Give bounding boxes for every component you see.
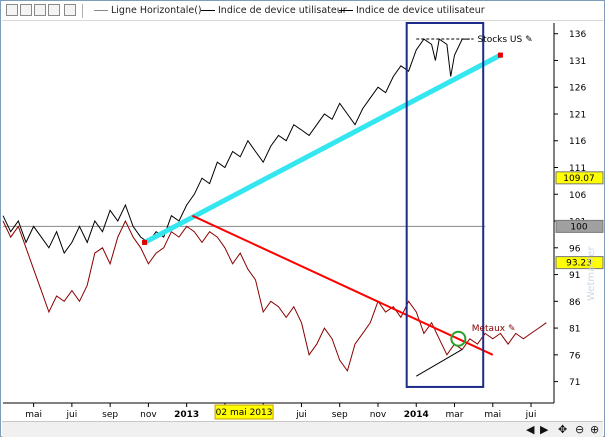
y-tick-label: 136 [569,30,586,40]
y-tick-label: 71 [569,378,580,388]
highlight-box [405,22,485,388]
price-tag-label: 109.07 [563,174,595,184]
date-cursor-box [214,404,274,420]
series-line-stocks-us [2,38,470,255]
y-tick-label: 121 [569,110,586,120]
cyan-trendline [143,52,502,245]
y-tick-label: 81 [569,325,580,335]
zoom-plus-icon[interactable]: ⊕ [590,423,600,436]
date-cursor-label: 02 mai 2013 [216,408,273,418]
toolbar-separator [82,4,83,18]
price-tag-label: 93.23 [566,259,592,269]
price-tag [555,171,604,185]
x-tick-label: jui [295,410,307,420]
x-tick-label: nov [370,410,387,420]
x-tick-label: mai [484,410,501,420]
x-tick-label: 2014 [404,410,429,420]
y-tick-label: 86 [569,298,581,308]
zoom-minus-icon[interactable]: ⊖ [575,423,585,436]
zoom-icon[interactable] [34,4,46,16]
y-tick-label: 96 [569,244,581,254]
legend-item-horizontal-line: Ligne Horizontale() [94,5,202,16]
y-tick-label: 91 [569,271,580,281]
x-tick-label: mar [446,410,464,420]
legend-item-device-index-1: Indice de device utilisateur [201,5,347,16]
y-tick-label: 131 [569,57,586,67]
scroll-right-icon[interactable]: ▶ [540,423,549,436]
toolbar: Ligne Horizontale() Indice de device uti… [2,2,603,21]
red-trendline [191,214,494,356]
circle-marker [450,330,467,347]
x-tick-label: nov [140,410,157,420]
line-tool-icon[interactable] [20,4,32,16]
crosshair-icon[interactable]: ✥ [558,423,568,436]
fibonacci-icon[interactable] [48,4,60,16]
x-tick-label: jui [66,410,78,420]
trendline-endpoint-marker [142,239,148,245]
rectangle-icon[interactable] [64,4,76,16]
price-tag [555,219,604,233]
y-tick-label: 76 [569,351,581,361]
price-tag [555,256,604,270]
annotation-metaux: Metaux ✎ [472,324,516,334]
y-tick-label: 116 [569,137,586,147]
y-tick-label: 111 [569,164,586,174]
x-tick-label: jui [525,410,537,420]
x-tick-label: sep [102,410,118,420]
scroll-left-icon[interactable]: ◀ [526,423,535,436]
y-tick-label: 106 [569,191,586,201]
trendline-endpoint-marker [497,52,503,58]
status-bar: ◀ ▶ ✥ ⊖ ⊕ [2,421,603,437]
watermark: Wetmaster [586,246,597,301]
x-tick-label: mai [25,410,42,420]
y-tick-label: 126 [569,84,586,94]
support-line [415,349,463,377]
legend-item-device-index-2: Indice de device utilisateur [339,5,485,16]
price-tag-label: 100 [570,222,587,232]
annotation-stocks-us: Stocks US ✎ [477,35,532,45]
x-tick-label: sep [332,410,348,420]
cursor-icon[interactable] [6,4,18,16]
x-tick-label: 2013 [174,410,199,420]
